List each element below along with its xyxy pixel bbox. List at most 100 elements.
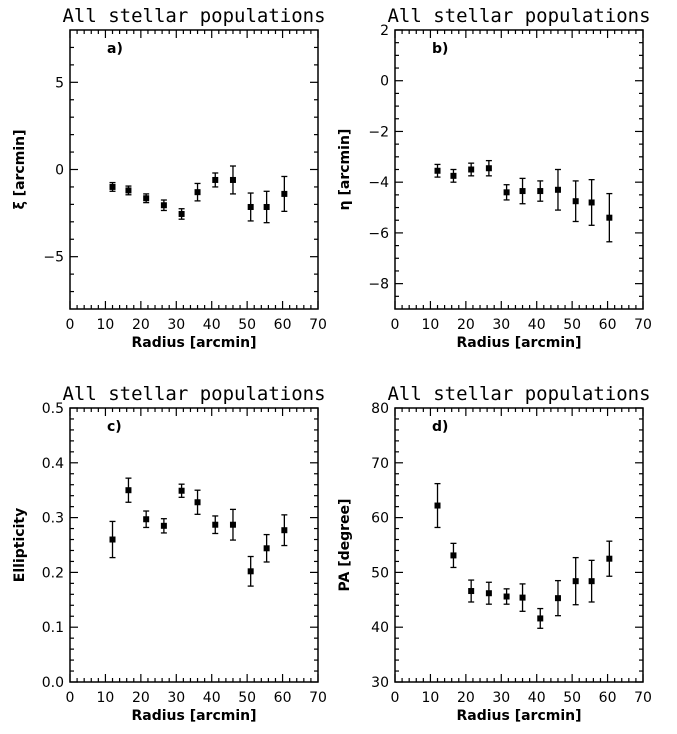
chart-3-data-point (434, 502, 441, 509)
chart-0-data-point (263, 203, 270, 210)
chart-3-y-tick-label: 80 (371, 401, 389, 417)
chart-1-data-point (554, 186, 561, 193)
chart-1-y-axis-label: η [arcmin] (337, 129, 353, 211)
chart-3-data-point (468, 588, 475, 595)
chart-1-y-tick-label: −6 (368, 226, 389, 242)
chart-3-title: All stellar populations (387, 383, 650, 405)
chart-0-x-tick-label: 20 (132, 317, 150, 333)
chart-0-x-tick-label: 50 (238, 317, 256, 333)
chart-0-data-point (247, 203, 254, 210)
chart-2-x-tick-label: 0 (66, 690, 75, 706)
chart-2-data-point (212, 521, 219, 528)
chart-3-data-point (450, 552, 457, 559)
chart-1-x-tick-label: 0 (391, 317, 400, 333)
chart-2-x-tick-label: 60 (274, 690, 292, 706)
chart-3-data-point (606, 555, 613, 562)
chart-1-x-tick-label: 30 (492, 317, 510, 333)
chart-3-data-point (554, 595, 561, 602)
chart-1-y-tick-label: 0 (380, 74, 389, 90)
chart-3-x-tick-label: 10 (422, 690, 440, 706)
chart-2-data-point (178, 487, 185, 494)
chart-2-group: All stellar populations 0 10 20 30 40 50 60 70 0.… (12, 383, 327, 724)
chart-3-x-tick-label: 60 (599, 690, 617, 706)
chart-0-x-tick-label: 30 (167, 317, 185, 333)
chart-0-y-axis-label: ξ [arcmin] (12, 130, 28, 210)
chart-0-data-point (194, 189, 201, 196)
chart-2-data-point (143, 516, 150, 523)
chart-0-y-tick-label: −5 (43, 250, 64, 266)
chart-1-y-tick-label: 2 (380, 23, 389, 39)
chart-3-group: All stellar populations 0 10 20 30 40 50 60 70 30… (337, 383, 652, 724)
chart-2-x-tick-label: 30 (167, 690, 185, 706)
chart-2-data-point (125, 487, 132, 494)
chart-2-x-tick-label: 40 (203, 690, 221, 706)
chart-0-x-tick-label: 70 (309, 317, 327, 333)
chart-2-x-tick-label: 70 (309, 690, 327, 706)
chart-3-y-axis-label: PA [degree] (337, 499, 353, 592)
chart-1-y-tick-label: −8 (368, 277, 389, 293)
chart-3-panel-label: d) (432, 419, 448, 435)
chart-1-x-axis-label: Radius [arcmin] (456, 335, 581, 351)
chart-1-plot-frame (394, 29, 644, 310)
chart-2-data-point (194, 499, 201, 506)
chart-3-x-tick-label: 20 (457, 690, 475, 706)
chart-1-data-point (434, 167, 441, 174)
chart-2-x-axis-label: Radius [arcmin] (131, 708, 256, 724)
chart-3-y-tick-label: 30 (371, 675, 389, 691)
chart-1-title: All stellar populations (387, 5, 650, 27)
chart-0-data-point (125, 187, 132, 194)
chart-3-data-point (485, 590, 492, 597)
chart-2-y-tick-label: 0.5 (42, 401, 64, 417)
chart-0-data-point (109, 183, 116, 190)
chart-1-data-point (468, 166, 475, 173)
chart-2-data-point (160, 522, 167, 529)
chart-2-data-point (247, 568, 254, 575)
chart-2-y-tick-label: 0.3 (42, 511, 64, 527)
chart-2-data-point (281, 527, 288, 534)
chart-0-x-axis-label: Radius [arcmin] (131, 335, 256, 351)
chart-1-panel-label: b) (432, 41, 448, 57)
chart-1-data-point (572, 198, 579, 205)
chart-0-y-tick-label: 0 (55, 163, 64, 179)
chart-2-y-axis-label: Ellipticity (12, 508, 28, 582)
chart-1-x-tick-label: 70 (634, 317, 652, 333)
chart-1-x-tick-label: 60 (599, 317, 617, 333)
chart-1-data-point (606, 214, 613, 221)
chart-1-x-tick-label: 10 (422, 317, 440, 333)
chart-1-data-point (537, 188, 544, 195)
chart-1-data-point (450, 172, 457, 179)
chart-3-x-tick-label: 0 (391, 690, 400, 706)
chart-0-data-point (229, 176, 236, 183)
chart-0-data-point (212, 176, 219, 183)
chart-2-x-tick-label: 10 (97, 690, 115, 706)
chart-2-x-tick-label: 20 (132, 690, 150, 706)
chart-1-data-point (588, 199, 595, 206)
chart-0-data-point (160, 202, 167, 209)
chart-0-x-tick-label: 0 (66, 317, 75, 333)
chart-1-data-point (485, 165, 492, 172)
chart-1-x-tick-label: 40 (528, 317, 546, 333)
chart-3-x-tick-label: 40 (528, 690, 546, 706)
chart-2-plot-frame (69, 407, 319, 683)
chart-0-data-point (281, 190, 288, 197)
chart-1-x-tick-label: 20 (457, 317, 475, 333)
chart-0-data-point (178, 210, 185, 217)
chart-2-y-tick-label: 0.4 (42, 456, 64, 472)
chart-2-y-tick-label: 0.1 (42, 620, 64, 636)
chart-0-x-tick-label: 10 (97, 317, 115, 333)
chart-1-y-tick-label: −2 (368, 124, 389, 140)
chart-3-data-point (519, 594, 526, 601)
chart-3-data-point (537, 615, 544, 622)
chart-1-y-tick-label: −4 (368, 175, 389, 191)
chart-0-plot-frame (69, 29, 319, 310)
chart-3-data-point (503, 593, 510, 600)
chart-0-y-tick-label: 5 (55, 75, 64, 91)
chart-2-x-tick-label: 50 (238, 690, 256, 706)
chart-3-y-tick-label: 40 (371, 620, 389, 636)
chart-3-data-point (572, 578, 579, 585)
chart-2-data-point (263, 545, 270, 552)
chart-2-y-tick-label: 0.0 (42, 675, 64, 691)
chart-3-data-point (588, 578, 595, 585)
chart-3-y-tick-label: 60 (371, 511, 389, 527)
